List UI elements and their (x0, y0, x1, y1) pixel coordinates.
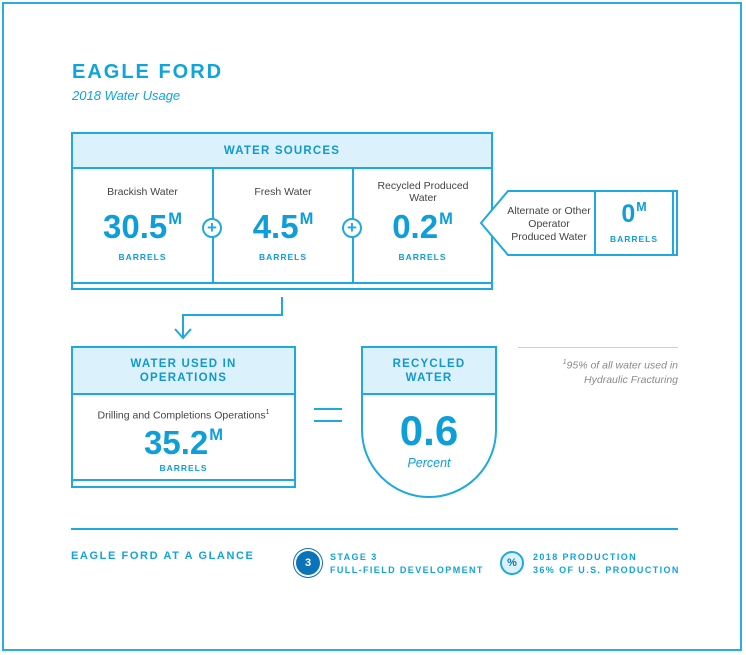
alternate-unit: BARRELS (609, 234, 659, 244)
operations-unit: BARRELS (159, 463, 208, 473)
alternate-label: Alternate or Other Operator Produced Wat… (507, 205, 591, 243)
footnote: 195% of all water used in Hydraulic Frac… (562, 359, 678, 386)
equals-icon (314, 408, 342, 410)
plus-icon: + (342, 218, 362, 238)
recycled-unit: Percent (407, 456, 451, 470)
equals-icon (314, 420, 342, 422)
footer-heading: EAGLE FORD AT A GLANCE (71, 550, 255, 562)
source-value-fresh: 4.5M (252, 208, 314, 245)
source-unit-brackish: BARRELS (118, 252, 167, 262)
operations-value: 35.2M (144, 424, 223, 461)
percent-badge: % (500, 551, 524, 575)
source-unit-recycled: BARRELS (398, 252, 447, 262)
water-sources-header: WATER SOURCES (73, 134, 491, 169)
bottom-rule (73, 479, 294, 481)
recycled-value: 0.6 (399, 407, 459, 454)
recycled-box: RECYCLED WATER 0.6 Percent (361, 346, 497, 498)
production-line1: 2018 PRODUCTION (533, 552, 638, 562)
source-label-brackish: Brackish Water (107, 186, 178, 198)
stage-text: STAGE 3 FULL-FIELD DEVELOPMENT (330, 551, 484, 577)
recycled-header: RECYCLED WATER (363, 348, 495, 395)
source-value-recycled: 0.2M (392, 208, 453, 245)
stage-line2: FULL-FIELD DEVELOPMENT (330, 565, 484, 575)
footer-divider (71, 528, 678, 530)
source-label-recycled: Recycled Produced Water (377, 180, 469, 204)
water-used-header: WATER USED IN OPERATIONS (73, 348, 294, 395)
source-label-fresh: Fresh Water (254, 186, 312, 198)
page-subtitle: 2018 Water Usage (72, 88, 181, 103)
water-used-box: WATER USED IN OPERATIONS Drilling and Co… (71, 346, 296, 488)
flow-arrow (174, 297, 283, 340)
plus-icon: + (202, 218, 222, 238)
production-line2: 36% OF U.S. PRODUCTION (533, 565, 680, 575)
footnote-rule (518, 347, 678, 348)
alternate-value: 0M (621, 200, 647, 228)
water-sources-box: WATER SOURCES Brackish Water 30.5M BARRE… (71, 132, 493, 290)
page-title: EAGLE FORD (72, 61, 224, 83)
operations-label: Drilling and Completions Operations1 (97, 409, 270, 422)
source-value-brackish: 30.5M (103, 208, 182, 245)
source-unit-fresh: BARRELS (258, 252, 308, 262)
production-text: 2018 PRODUCTION 36% OF U.S. PRODUCTION (533, 551, 680, 577)
bottom-rule (73, 282, 491, 284)
stage-line1: STAGE 3 (330, 552, 378, 562)
alternate-source-arrow (479, 190, 678, 256)
stage-badge: 3 (296, 551, 320, 575)
